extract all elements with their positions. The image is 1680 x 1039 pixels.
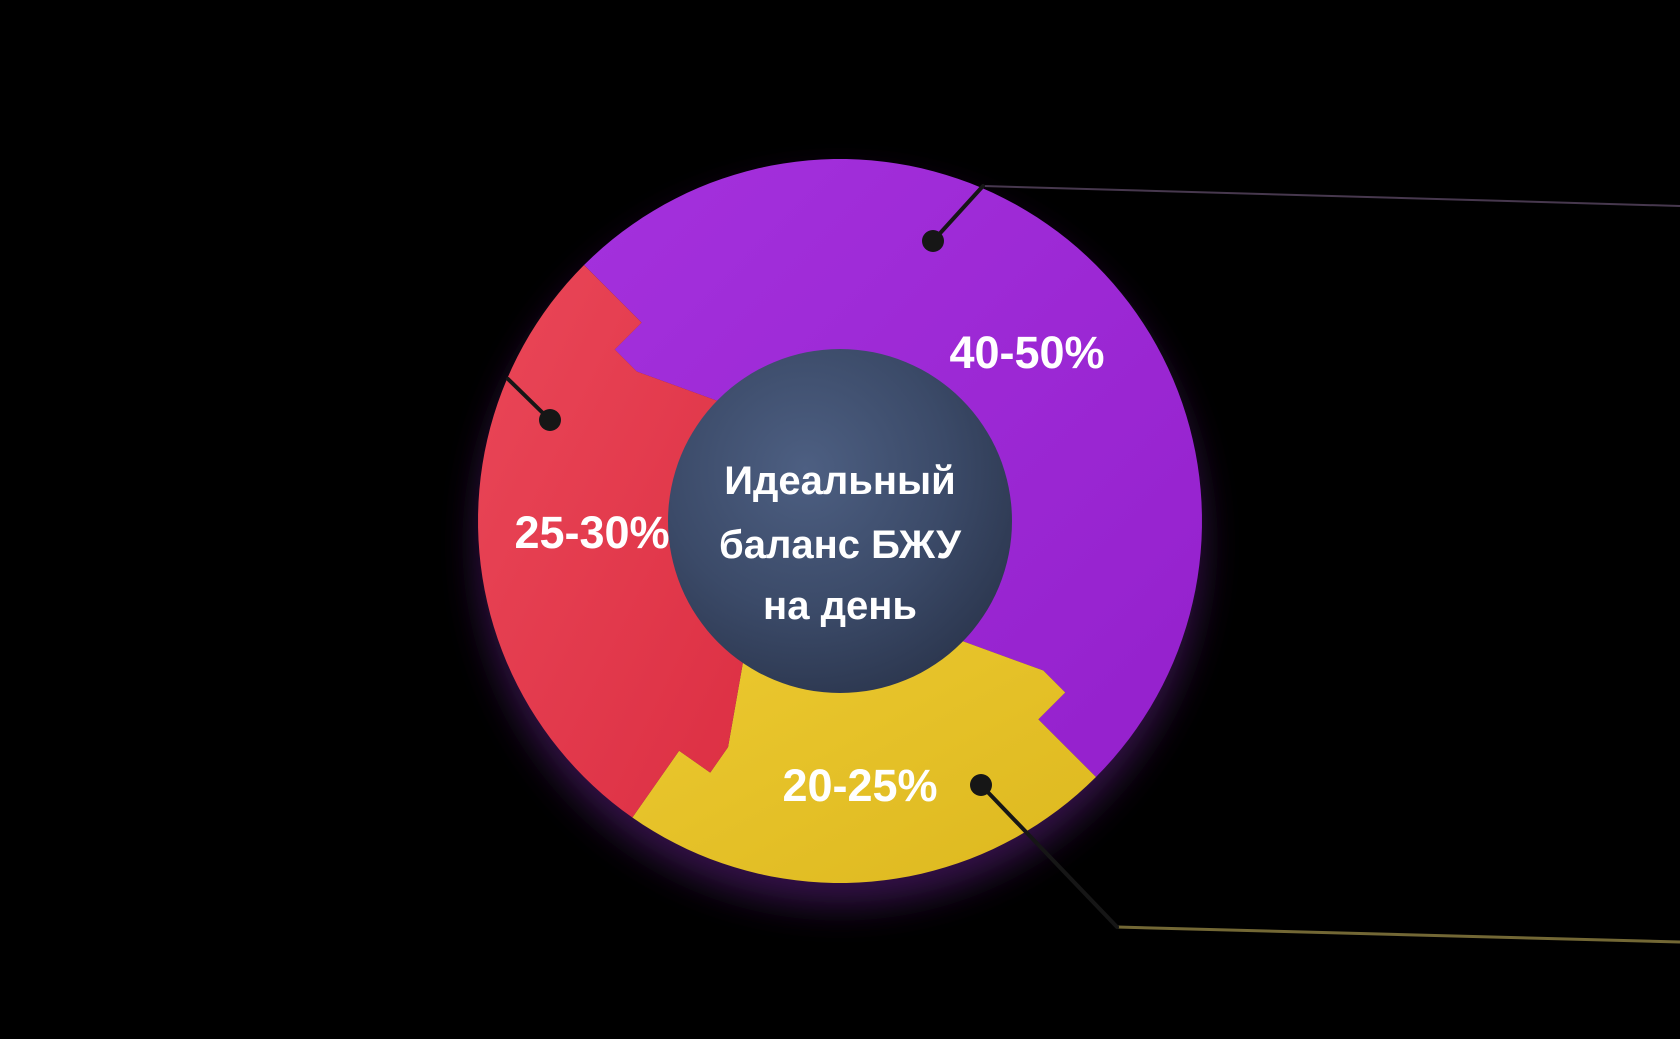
svg-text:Идеальный: Идеальный: [724, 459, 956, 503]
svg-text:баланс БЖУ: баланс БЖУ: [719, 523, 962, 567]
svg-text:на день: на день: [763, 584, 917, 628]
svg-text:40-50%: 40-50%: [949, 327, 1104, 378]
svg-text:20-25%: 20-25%: [782, 760, 937, 811]
svg-text:25-30%: 25-30%: [514, 507, 669, 558]
